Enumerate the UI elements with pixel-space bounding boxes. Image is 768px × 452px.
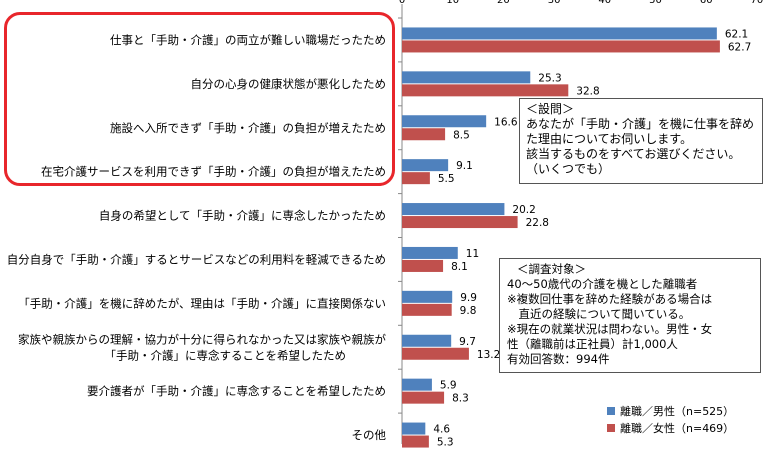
- legend-item-female: 離職／女性（n=469）: [607, 419, 734, 436]
- bar-female: [402, 172, 430, 185]
- data-label: 62.7: [728, 41, 751, 53]
- category-label: 自分自身で「手助・介護」するとサービスなどの利用料を軽減できるため: [7, 252, 386, 266]
- bar-female: [402, 435, 429, 448]
- data-label: 62.1: [725, 28, 748, 40]
- data-label: 8.1: [451, 261, 468, 273]
- bar-male: [402, 71, 531, 84]
- data-label: 20.2: [512, 204, 535, 216]
- question-box-line: 該当するものをすべてお選びください。: [526, 147, 741, 161]
- bar-male: [402, 422, 426, 435]
- data-label: 9.7: [459, 336, 476, 348]
- bar-male: [402, 27, 717, 40]
- data-label: 9.9: [460, 292, 477, 304]
- x-tick-label: 50: [649, 0, 662, 6]
- x-tick-label: 10: [446, 0, 459, 6]
- data-label: 9.8: [460, 305, 477, 317]
- x-tick-label: 40: [598, 0, 611, 6]
- category-label: 「手助・介護」に専念することを希望したため: [105, 348, 347, 362]
- bar-female: [402, 303, 452, 316]
- target-box-line: ※現在の就業状況は問わない。男性・女: [507, 322, 713, 336]
- bar-female: [402, 347, 469, 360]
- bar-female: [402, 40, 720, 53]
- category-label: 要介護者が「手助・介護」に専念することを希望したため: [87, 384, 386, 398]
- question-box-line: た理由についてお伺いします。: [526, 132, 693, 146]
- bar-male: [402, 115, 487, 128]
- bar-male: [402, 378, 432, 391]
- target-box-title: ＜調査対象＞: [517, 262, 586, 276]
- category-label: 仕事と「手助・介護」の両立が難しい職場だったため: [110, 33, 386, 47]
- legend-item-male: 離職／男性（n=525）: [607, 402, 734, 419]
- legend-swatch-male: [607, 406, 615, 415]
- highlight-frame: [4, 12, 395, 186]
- data-label: 32.8: [576, 85, 599, 97]
- question-box-title: ＜設問＞: [526, 102, 575, 116]
- question-box: ＜設問＞ あなたが「手助・介護」を機に仕事を辞め た理由についてお伺いします。 …: [519, 98, 763, 184]
- data-label: 11: [466, 248, 479, 260]
- x-tick-label: 70: [751, 0, 764, 6]
- x-tick-label: 60: [700, 0, 713, 6]
- target-box-line: ※複数回仕事を辞めた経験がある場合は: [507, 292, 713, 306]
- legend-label-female: 離職／女性（n=469）: [620, 421, 735, 435]
- legend: 離職／男性（n=525） 離職／女性（n=469）: [607, 402, 734, 436]
- bar-female: [402, 216, 518, 229]
- bar-male: [402, 203, 505, 216]
- data-label: 8.3: [452, 393, 469, 405]
- data-label: 16.6: [494, 116, 518, 128]
- category-label: 在宅介護サービスを利用できず「手助・介護」の負担が増えたため: [41, 165, 386, 179]
- category-label: 自分の心身の健康状態が悪化したため: [191, 77, 387, 91]
- legend-label-male: 離職／男性（n=525）: [620, 404, 735, 418]
- category-label: 家族や親族からの理解・協力が十分に得られなかった又は家族や親族が: [18, 332, 386, 346]
- question-box-line: （いくつでも）: [526, 162, 611, 176]
- category-label: 自身の希望として「手助・介護」に専念したかったため: [99, 209, 386, 223]
- x-tick-label: 0: [399, 0, 405, 6]
- target-box-line: 直近の経験について聞いている。: [507, 307, 691, 321]
- bars: [402, 27, 720, 448]
- bar-male: [402, 246, 458, 259]
- data-label: 5.3: [437, 437, 454, 449]
- data-label: 25.3: [538, 72, 561, 84]
- x-tick-label: 30: [548, 0, 561, 6]
- data-label: 8.5: [453, 129, 470, 141]
- target-box-line: 性（離職前は正社員）計1,000人: [507, 337, 678, 351]
- bar-male: [402, 159, 449, 172]
- bar-female: [402, 391, 445, 404]
- category-label: 施設へ入所できず「手助・介護」の負担が増えたため: [110, 121, 386, 135]
- target-box: ＜調査対象＞ 40～50歳代の介護を機とした離職者 ※複数回仕事を辞めた経験があ…: [499, 258, 761, 373]
- data-label: 13.2: [477, 349, 500, 361]
- bar-female: [402, 259, 444, 272]
- data-label: 4.6: [433, 424, 450, 436]
- labels: 仕事と「手助・介護」の両立が難しい職場だったため 62.162.7 自分の心身の健康…: [7, 28, 752, 448]
- target-box-line: 有効回答数：994件: [507, 352, 610, 366]
- bar-female: [402, 84, 569, 97]
- bar-male: [402, 290, 453, 303]
- bar-female: [402, 128, 446, 141]
- data-label: 5.5: [438, 173, 455, 185]
- target-box-line: 40～50歳代の介護を機とした離職者: [507, 277, 698, 291]
- data-label: 22.8: [526, 217, 549, 229]
- legend-swatch-female: [607, 423, 615, 432]
- bar-male: [402, 334, 452, 347]
- data-label: 5.9: [440, 380, 457, 392]
- data-label: 9.1: [456, 160, 473, 172]
- x-tick-label: 20: [497, 0, 510, 6]
- category-label: 「手助・介護」を機に辞めたが、理由は「手助・介護」に直接関係ない: [18, 296, 386, 310]
- question-box-line: あなたが「手助・介護」を機に仕事を辞め: [526, 117, 755, 131]
- category-label: その他: [352, 428, 387, 442]
